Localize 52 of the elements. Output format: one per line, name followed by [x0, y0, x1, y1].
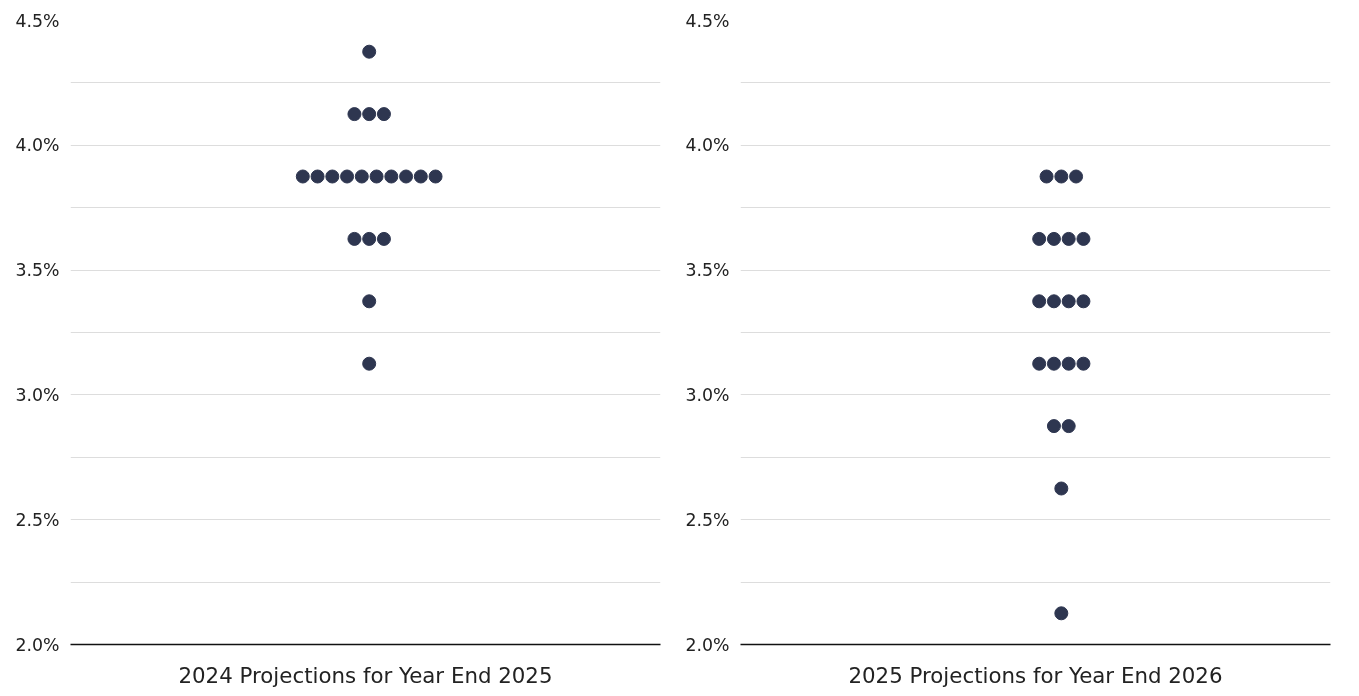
point	[1039, 169, 1054, 184]
point	[1061, 294, 1076, 309]
point	[295, 169, 310, 184]
point	[1076, 231, 1091, 246]
point	[362, 107, 377, 122]
point	[384, 169, 399, 184]
y-tick-label: 2.5%	[15, 509, 60, 530]
point	[362, 44, 377, 59]
x-axis-title: 2025 Projections for Year End 2026	[848, 662, 1223, 688]
point	[340, 169, 355, 184]
point	[347, 231, 362, 246]
point	[1076, 356, 1091, 371]
point	[369, 169, 384, 184]
point	[362, 231, 377, 246]
point	[325, 169, 340, 184]
point	[1032, 356, 1047, 371]
y-tick-label: 4.0%	[685, 135, 730, 156]
y-tick-label: 4.0%	[15, 135, 60, 156]
point	[1054, 606, 1069, 621]
y-tick-label: 3.0%	[15, 384, 60, 405]
y-tick-label: 2.0%	[15, 634, 60, 655]
y-tick-label: 4.5%	[685, 10, 730, 31]
y-tick-label: 3.5%	[685, 260, 730, 281]
point	[1032, 294, 1047, 309]
point	[362, 356, 377, 371]
y-tick-label: 2.5%	[685, 509, 730, 530]
point	[1054, 169, 1069, 184]
point	[428, 169, 443, 184]
point	[413, 169, 428, 184]
point	[1061, 419, 1076, 434]
point	[1046, 356, 1061, 371]
point	[376, 107, 391, 122]
x-axis-title: 2024 Projections for Year End 2025	[178, 662, 553, 688]
point	[354, 169, 369, 184]
y-tick-label: 2.0%	[685, 634, 730, 655]
point	[310, 169, 325, 184]
point	[399, 169, 414, 184]
point	[1061, 356, 1076, 371]
point	[1061, 231, 1076, 246]
point	[1054, 481, 1069, 496]
point	[347, 107, 362, 122]
point	[376, 231, 391, 246]
point	[1076, 294, 1091, 309]
point	[362, 294, 377, 309]
point	[1046, 419, 1061, 434]
point	[1046, 231, 1061, 246]
point	[1046, 294, 1061, 309]
point	[1069, 169, 1084, 184]
point	[1032, 231, 1047, 246]
y-tick-label: 4.5%	[15, 10, 60, 31]
y-tick-label: 3.0%	[685, 384, 730, 405]
y-tick-label: 3.5%	[15, 260, 60, 281]
